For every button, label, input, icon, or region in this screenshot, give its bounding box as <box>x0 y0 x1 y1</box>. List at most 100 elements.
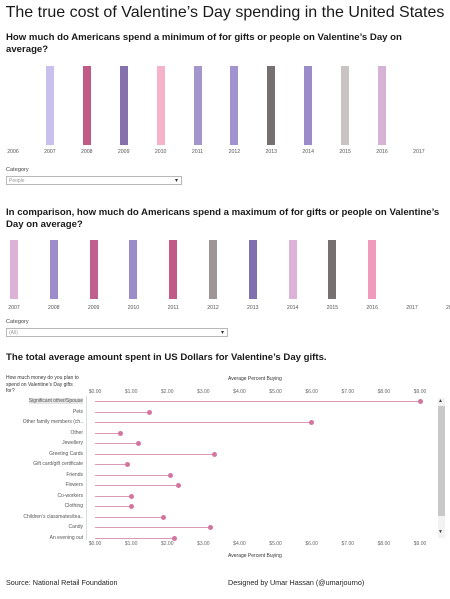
year-tick-label: 2006 <box>7 149 19 155</box>
bar-2016[interactable] <box>368 240 377 299</box>
chart1-title: How much do Americans spend a minimum of… <box>6 32 402 55</box>
x-tick-label: $0.00 <box>88 389 102 395</box>
category-filter-1[interactable]: People ▾ <box>6 176 182 185</box>
year-tick-label: 2015 <box>326 305 339 311</box>
lollipop-dot[interactable] <box>135 441 141 446</box>
category-label[interactable]: Significant other/Spouse <box>28 398 83 404</box>
category-label[interactable]: Pets <box>72 408 83 415</box>
category-filter-value-2: (All) <box>9 330 18 336</box>
bar-2009[interactable] <box>89 240 98 299</box>
lollipop-plot-area <box>86 396 438 540</box>
bar-2007[interactable] <box>45 66 54 145</box>
category-label[interactable]: An evening out <box>49 534 83 541</box>
lollipop-row-header: How much money do you plan to spend on V… <box>6 375 79 394</box>
x-tick-label: $3.00 <box>197 541 210 547</box>
year-tick-label: 2008 <box>48 305 60 311</box>
source-note: Source: National Retail Foundation <box>6 578 118 587</box>
category-label[interactable]: Children’s classmates/tea.. <box>23 513 83 520</box>
lollipop-dot[interactable] <box>208 525 214 530</box>
year-tick-label: 2016 <box>376 149 388 155</box>
lollipop-stem <box>95 527 211 528</box>
bar-2011[interactable] <box>193 66 202 145</box>
year-tick-label: 2007 <box>8 305 20 311</box>
scroll-up-icon[interactable]: ▲ <box>438 398 443 404</box>
x-tick-label: $1.00 <box>124 541 138 547</box>
lollipop-dot[interactable] <box>128 504 134 509</box>
chart3-title: The total average amount spent in US Dol… <box>6 352 327 363</box>
category-filter-2[interactable]: (All) ▾ <box>6 328 228 337</box>
category-label[interactable]: Clothing <box>64 503 83 509</box>
x-tick-label: $0.00 <box>88 541 102 547</box>
bar-2014[interactable] <box>288 240 297 299</box>
year-tick-label: 2011 <box>191 149 204 155</box>
scrollbar-track[interactable]: ▲ ▼ <box>438 398 445 538</box>
x-tick-label: $4.00 <box>233 541 246 547</box>
x-tick-label: $3.00 <box>197 389 210 395</box>
year-tick-label: 2008 <box>81 149 93 155</box>
bar-2013[interactable] <box>267 66 276 145</box>
x-tick-label: $7.00 <box>341 541 355 547</box>
bar-2010[interactable] <box>129 240 138 299</box>
x-tick-label: $8.00 <box>377 389 391 395</box>
lollipop-stem <box>95 495 132 497</box>
lollipop-dot[interactable] <box>417 399 423 404</box>
lollipop-dot[interactable] <box>117 430 123 436</box>
x-tick-label: $9.00 <box>413 541 427 547</box>
category-label[interactable]: Candy <box>68 524 83 530</box>
lollipop-stem <box>95 516 164 518</box>
year-tick-label: 2009 <box>87 305 100 311</box>
category-label[interactable]: Greeting Cards <box>49 450 83 457</box>
category-label[interactable]: Friends <box>66 471 83 478</box>
chart2-title: In comparison, how much do Americans spe… <box>6 207 440 230</box>
x-tick-label: $2.00 <box>160 389 174 395</box>
lollipop-dot[interactable] <box>125 462 130 467</box>
scrollbar-thumb[interactable] <box>438 406 445 516</box>
category-filter-value-1: People <box>9 178 25 184</box>
bar-2011[interactable] <box>169 240 178 299</box>
lollipop-stem <box>95 411 150 413</box>
scroll-down-icon[interactable]: ▼ <box>438 529 443 535</box>
category-label[interactable]: Co-workers <box>57 492 83 499</box>
bar-2013[interactable] <box>248 240 257 299</box>
lollipop-dot[interactable] <box>146 409 152 415</box>
lollipop-dot[interactable] <box>171 535 177 541</box>
bar-2012[interactable] <box>230 66 239 145</box>
category-label[interactable]: Other family members (ch.. <box>22 419 83 425</box>
lollipop-dot[interactable] <box>128 493 134 499</box>
bar-2010[interactable] <box>156 66 165 145</box>
x-tick-label: $9.00 <box>413 389 427 395</box>
year-tick-label: 2012 <box>228 149 241 155</box>
category-label[interactable]: Flowers <box>65 482 83 488</box>
bar-2009[interactable] <box>119 66 128 145</box>
bar-2012[interactable] <box>209 240 217 299</box>
lollipop-stem <box>95 401 420 402</box>
lollipop-dot[interactable] <box>175 483 181 488</box>
lollipop-stem <box>95 485 179 486</box>
lollipop-dot[interactable] <box>211 451 217 457</box>
bar-2008[interactable] <box>49 240 58 299</box>
x-tick-label: $4.00 <box>233 389 246 395</box>
bar-2015[interactable] <box>341 66 350 145</box>
bar-2008[interactable] <box>82 66 91 145</box>
credit-note: Designed by Umar Hassan (@umarjourno) <box>228 578 365 587</box>
x-tick-label: $8.00 <box>377 541 391 547</box>
lollipop-dot[interactable] <box>161 514 167 520</box>
axis-header-label: Average Percent Buying <box>228 376 282 382</box>
year-tick-label: 2016 <box>366 305 378 311</box>
lollipop-stem <box>95 443 139 444</box>
category-label[interactable]: Gift card/gift certificate <box>33 461 83 467</box>
bar-2014[interactable] <box>304 66 313 145</box>
x-tick-label: $6.00 <box>305 541 318 547</box>
bar-2015[interactable] <box>328 240 337 299</box>
bar-2016[interactable] <box>378 66 386 145</box>
category-label[interactable]: Jewellery <box>62 440 83 446</box>
year-tick-label: 2014 <box>302 149 314 155</box>
year-tick-label: 2007 <box>44 149 56 155</box>
category-label[interactable]: Other <box>70 429 83 436</box>
lollipop-dot[interactable] <box>168 472 174 478</box>
lollipop-dot[interactable] <box>309 420 315 425</box>
lollipop-stem <box>95 464 128 465</box>
year-tick-label: 2015 <box>339 149 351 155</box>
year-tick-label: 2017 <box>406 305 418 311</box>
bar-2007[interactable] <box>10 240 18 299</box>
